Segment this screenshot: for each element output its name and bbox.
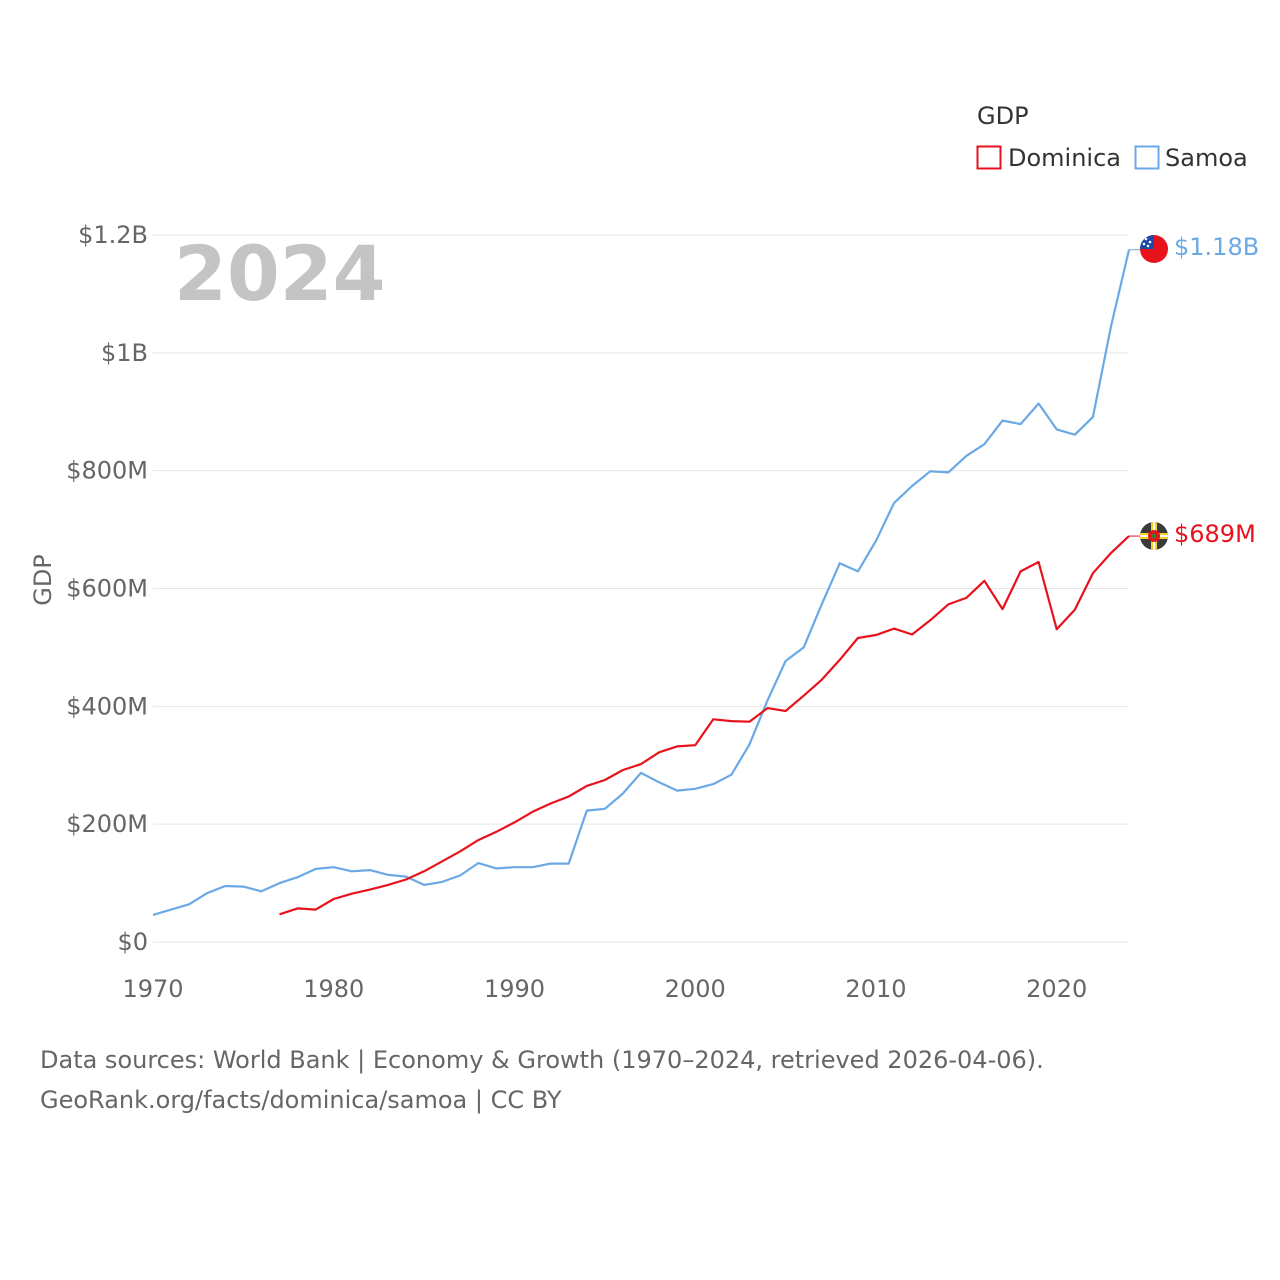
y-axis-ticks: $0 $200M $400M $600M $800M $1B $1.2B	[66, 221, 148, 956]
y-tick-label: $600M	[66, 575, 148, 603]
series-line-samoa[interactable]	[152, 249, 1131, 916]
x-tick-label: 1990	[484, 975, 545, 1003]
y-tick-label: $800M	[66, 457, 148, 485]
y-tick-label: $1.2B	[78, 221, 148, 249]
y-axis-label: GDP	[29, 554, 57, 606]
x-tick-label: 2020	[1026, 975, 1087, 1003]
series-line-dominica[interactable]	[279, 535, 1130, 916]
y-tick-label: $200M	[66, 810, 148, 838]
legend: GDP Dominica Samoa	[976, 102, 1248, 172]
year-label: 2024	[174, 229, 386, 318]
attribution-line[interactable]: GeoRank.org/facts/dominica/samoa | CC BY	[40, 1086, 562, 1114]
samoa-flag-icon	[1140, 235, 1168, 263]
legend-label-samoa[interactable]: Samoa	[1165, 144, 1248, 172]
grid-lines	[153, 234, 1129, 943]
dominica-end-label: $689M	[1174, 520, 1256, 548]
source-line: Data sources: World Bank | Economy & Gro…	[40, 1046, 1044, 1074]
x-tick-label: 2000	[665, 975, 726, 1003]
x-axis-ticks: 1970 1980 1990 2000 2010 2020	[122, 975, 1087, 1003]
x-tick-label: 1980	[303, 975, 364, 1003]
x-tick-label: 2010	[845, 975, 906, 1003]
y-tick-label: $0	[117, 928, 148, 956]
series-lines	[152, 249, 1140, 916]
legend-title: GDP	[977, 102, 1029, 130]
samoa-end-label: $1.18B	[1174, 233, 1259, 261]
y-tick-label: $1B	[101, 339, 148, 367]
legend-swatch-samoa[interactable]	[1134, 145, 1160, 170]
source-footer: Data sources: World Bank | Economy & Gro…	[40, 1040, 1044, 1120]
y-tick-label: $400M	[66, 692, 148, 720]
legend-swatch-dominica[interactable]	[976, 145, 1002, 170]
x-tick-label: 1970	[122, 975, 183, 1003]
dominica-flag-icon	[1140, 522, 1168, 550]
legend-label-dominica[interactable]: Dominica	[1008, 144, 1121, 172]
